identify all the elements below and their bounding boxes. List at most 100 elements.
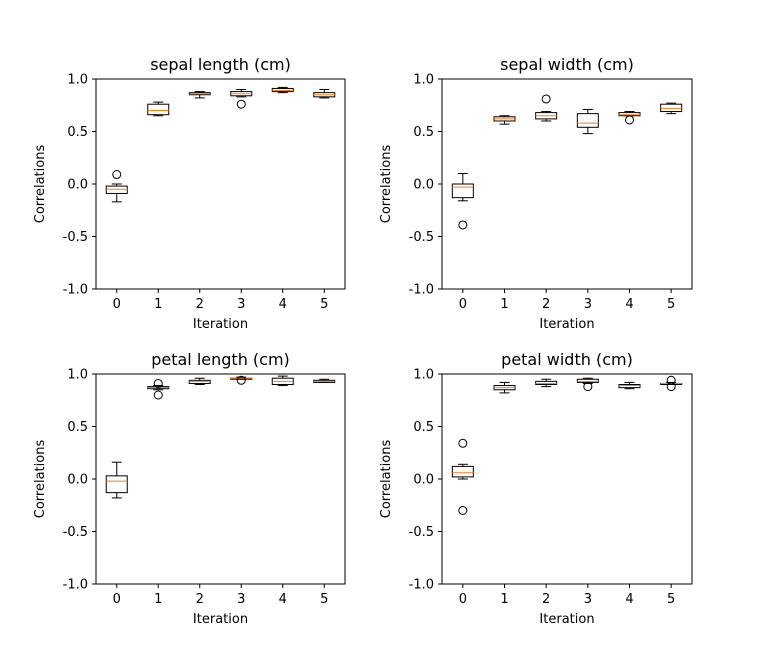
y-tick-label: -1.0 xyxy=(63,578,88,593)
box-iqr xyxy=(105,475,128,494)
box-iteration-5 xyxy=(313,378,336,383)
x-tick-label: 2 xyxy=(542,297,550,312)
x-tick-label: 3 xyxy=(584,297,592,312)
box-iteration-0 xyxy=(105,461,128,499)
x-tick-label: 0 xyxy=(459,297,467,312)
panel-2: petal length (cm) -1.0 -0.5 0.0 0.5 1.0 0 1 2 3 4 5… xyxy=(33,350,346,627)
box-iqr xyxy=(618,112,641,117)
box-iqr xyxy=(105,185,128,194)
y-tick-label: 1.0 xyxy=(67,73,88,88)
chart-title: petal width (cm) xyxy=(501,350,633,369)
box-iteration-5 xyxy=(660,375,683,392)
box-iteration-4 xyxy=(271,86,294,94)
y-tick-label: 1.0 xyxy=(413,368,434,383)
axes-frame xyxy=(95,78,346,290)
panel-0: sepal length (cm) -1.0 -0.5 0.0 0.5 1.0 0 1 2 3 4 5… xyxy=(33,55,346,332)
x-tick-label: 3 xyxy=(237,592,245,607)
y-axis-label: Correlations xyxy=(379,440,394,519)
x-tick-label: 0 xyxy=(113,592,121,607)
box-iteration-4 xyxy=(618,111,641,125)
y-tick-label: -0.5 xyxy=(409,230,434,245)
box-iteration-5 xyxy=(313,89,336,99)
outlier-point xyxy=(625,115,634,125)
box-iteration-0 xyxy=(105,170,128,203)
y-tick-label: 0.5 xyxy=(413,420,434,435)
outlier-point xyxy=(583,382,593,392)
x-tick-label: 1 xyxy=(500,297,508,312)
y-tick-label: -1.0 xyxy=(409,578,434,593)
chart-title: sepal length (cm) xyxy=(150,55,291,74)
box-iteration-1 xyxy=(147,101,170,117)
y-tick-label: 0.0 xyxy=(413,178,434,193)
y-axis-label: Correlations xyxy=(33,440,48,519)
y-tick-label: 0.5 xyxy=(67,125,88,140)
x-tick-label: 2 xyxy=(196,297,204,312)
y-tick-label: -0.5 xyxy=(63,525,88,540)
axes-frame xyxy=(441,78,693,290)
x-tick-label: 4 xyxy=(279,297,287,312)
x-tick-label: 4 xyxy=(625,297,633,312)
outlier-point xyxy=(458,438,468,448)
outlier-point xyxy=(153,390,163,400)
box-iteration-2 xyxy=(535,378,558,388)
x-tick-label: 5 xyxy=(320,592,328,607)
box-iqr xyxy=(188,379,211,384)
x-tick-label: 1 xyxy=(500,592,508,607)
outlier-point xyxy=(666,382,676,392)
box-iqr xyxy=(618,384,641,389)
outlier-point xyxy=(236,375,246,385)
x-tick-label: 5 xyxy=(667,592,675,607)
box-iteration-3 xyxy=(230,89,253,109)
x-tick-label: 5 xyxy=(320,297,328,312)
outlier-point xyxy=(666,375,676,385)
axes-frame xyxy=(441,373,693,585)
x-axis-label: Iteration xyxy=(539,317,594,332)
outlier-point xyxy=(236,99,246,109)
box-iqr xyxy=(451,183,474,199)
y-tick-label: 0.0 xyxy=(67,178,88,193)
panel-1: sepal width (cm) -1.0 -0.5 0.0 0.5 1.0 0 1 2 3 4 5 I… xyxy=(379,55,693,332)
x-axis-label: Iteration xyxy=(193,317,248,332)
y-tick-label: 0.5 xyxy=(413,125,434,140)
x-axis-label: Iteration xyxy=(539,612,594,627)
x-tick-label: 2 xyxy=(542,592,550,607)
x-tick-label: 2 xyxy=(196,592,204,607)
chart-title: sepal width (cm) xyxy=(500,55,634,74)
x-tick-label: 3 xyxy=(237,297,245,312)
box-iqr xyxy=(660,103,683,113)
box-iteration-3 xyxy=(230,375,253,385)
x-tick-label: 4 xyxy=(279,592,287,607)
outlier-point xyxy=(112,170,122,180)
x-tick-label: 1 xyxy=(154,297,162,312)
box-iteration-0 xyxy=(451,173,474,230)
y-tick-label: -1.0 xyxy=(63,283,88,298)
outlier-point xyxy=(458,220,468,230)
box-iteration-3 xyxy=(576,377,599,392)
y-tick-label: -0.5 xyxy=(409,525,434,540)
box-iteration-4 xyxy=(618,381,641,390)
box-iqr xyxy=(535,380,558,386)
y-tick-label: 0.0 xyxy=(67,473,88,488)
box-iteration-5 xyxy=(660,102,683,115)
box-iteration-2 xyxy=(535,94,558,122)
y-tick-label: 1.0 xyxy=(67,368,88,383)
y-tick-label: 1.0 xyxy=(413,73,434,88)
panel-3: petal width (cm) -1.0 -0.5 0.0 0.5 1.0 0 1 2 3 4 5 I… xyxy=(379,350,693,627)
y-tick-label: -0.5 xyxy=(63,230,88,245)
box-iteration-1 xyxy=(147,378,170,400)
box-iqr xyxy=(576,378,599,383)
y-axis-label: Correlations xyxy=(33,145,48,224)
box-iteration-2 xyxy=(188,377,211,385)
x-tick-label: 3 xyxy=(584,592,592,607)
y-tick-label: -1.0 xyxy=(409,283,434,298)
box-iqr xyxy=(147,103,170,116)
x-tick-label: 0 xyxy=(113,297,121,312)
y-tick-label: 0.5 xyxy=(67,420,88,435)
outlier-point xyxy=(458,506,468,515)
box-iteration-1 xyxy=(493,381,516,394)
box-iteration-1 xyxy=(493,115,516,125)
outlier-point xyxy=(541,94,551,104)
x-tick-label: 0 xyxy=(459,592,467,607)
axes-frame xyxy=(95,373,346,585)
